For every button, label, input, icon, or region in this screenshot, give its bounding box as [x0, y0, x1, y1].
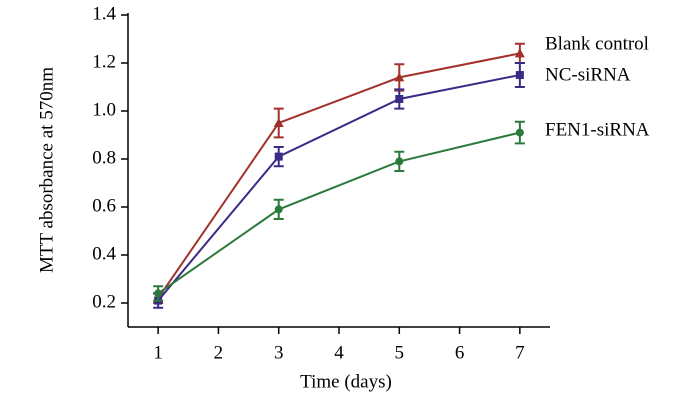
x-axis-title: Time (days) [300, 371, 392, 392]
y-tick-label: 1.4 [92, 3, 116, 24]
x-tick-label: 2 [214, 342, 224, 363]
y-tick-label: 0.8 [92, 147, 116, 168]
y-tick-label: 1.2 [92, 51, 116, 72]
x-tick-label: 4 [334, 342, 344, 363]
y-tick-label: 0.2 [92, 291, 116, 312]
marker [395, 95, 404, 103]
x-tick-label: 6 [455, 342, 465, 363]
x-tick-label: 1 [153, 342, 163, 363]
marker [274, 205, 283, 214]
series-line [157, 74, 521, 302]
marker [515, 71, 524, 79]
marker [514, 48, 525, 58]
marker [395, 157, 404, 166]
y-tick-label: 1.0 [92, 99, 116, 120]
y-tick-label: 0.6 [92, 195, 116, 216]
x-tick-label: 7 [515, 342, 525, 363]
series-line [157, 131, 521, 295]
y-tick-label: 0.4 [92, 243, 116, 264]
marker [394, 72, 405, 82]
x-tick-label: 3 [274, 342, 284, 363]
legend-label: NC-siRNA [545, 64, 631, 85]
series-line [157, 52, 521, 299]
legend-label: Blank control [545, 33, 649, 54]
marker [273, 118, 284, 127]
marker [274, 152, 283, 161]
marker [515, 128, 524, 137]
legend-label: FEN1-siRNA [545, 119, 650, 140]
y-axis-title: MTT absorbance at 570nm [36, 67, 57, 273]
x-tick-label: 5 [395, 342, 405, 363]
marker [154, 289, 163, 298]
